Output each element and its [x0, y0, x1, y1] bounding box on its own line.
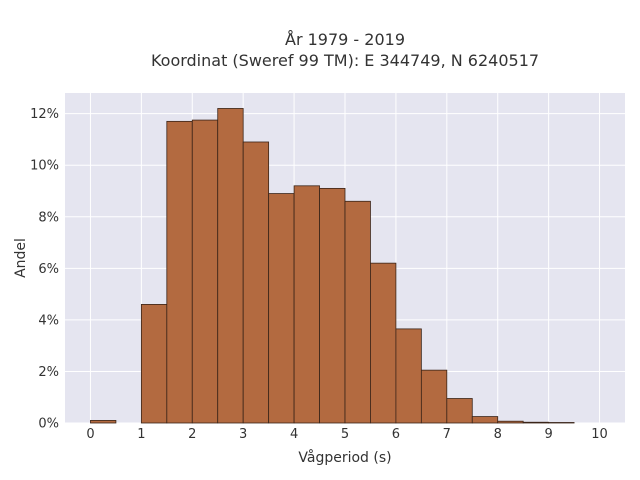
histogram-bar — [395, 328, 422, 424]
y-tick-label: 4% — [38, 313, 59, 328]
x-tick-label: 9 — [544, 427, 552, 442]
y-axis-ticks: 0% 2% 4% 6% 8% 10% 12% — [30, 107, 59, 431]
histogram-bar — [420, 369, 448, 424]
histogram-bar — [90, 420, 117, 424]
histogram-bar — [242, 141, 270, 424]
histogram-bar — [370, 262, 397, 424]
chart-title: År 1979 - 2019 Koordinat (Sweref 99 TM):… — [151, 30, 539, 70]
x-axis-label: Vågperiod (s) — [298, 449, 391, 466]
histogram-bar — [471, 416, 499, 424]
x-tick-label: 5 — [341, 427, 349, 442]
x-tick-label: 3 — [239, 427, 247, 442]
histogram-bar — [217, 108, 244, 424]
histogram-bar — [140, 304, 168, 424]
histogram-bar — [522, 421, 550, 424]
x-tick-label: 8 — [494, 427, 502, 442]
histogram-bar — [548, 422, 575, 424]
chart-title-line-2: Koordinat (Sweref 99 TM): E 344749, N 62… — [151, 51, 539, 70]
y-tick-label: 10% — [30, 159, 59, 174]
histogram-bar — [319, 187, 346, 424]
chart-title-line-1: År 1979 - 2019 — [285, 30, 405, 49]
histogram-bar — [268, 193, 295, 424]
x-tick-label: 2 — [188, 427, 196, 442]
y-tick-label: 0% — [38, 417, 59, 432]
histogram-bar — [446, 398, 473, 424]
y-tick-label: 6% — [38, 262, 59, 277]
histogram-bar — [293, 185, 320, 424]
bars — [90, 108, 575, 424]
x-tick-label: 7 — [443, 427, 451, 442]
y-tick-label: 12% — [30, 107, 59, 122]
histogram-bar — [191, 119, 219, 424]
histogram-bar — [166, 120, 193, 424]
histogram-bar — [497, 420, 524, 424]
x-tick-label: 6 — [392, 427, 400, 442]
x-tick-label: 4 — [290, 427, 298, 442]
x-tick-label: 1 — [137, 427, 145, 442]
y-tick-label: 2% — [38, 365, 59, 380]
y-axis-label: Andel — [13, 238, 29, 278]
x-tick-label: 10 — [591, 427, 608, 442]
x-axis-ticks: 0 1 2 3 4 5 6 7 8 9 10 — [86, 427, 608, 442]
x-tick-label: 0 — [86, 427, 94, 442]
histogram-bar — [344, 200, 371, 424]
y-tick-label: 8% — [38, 210, 59, 225]
